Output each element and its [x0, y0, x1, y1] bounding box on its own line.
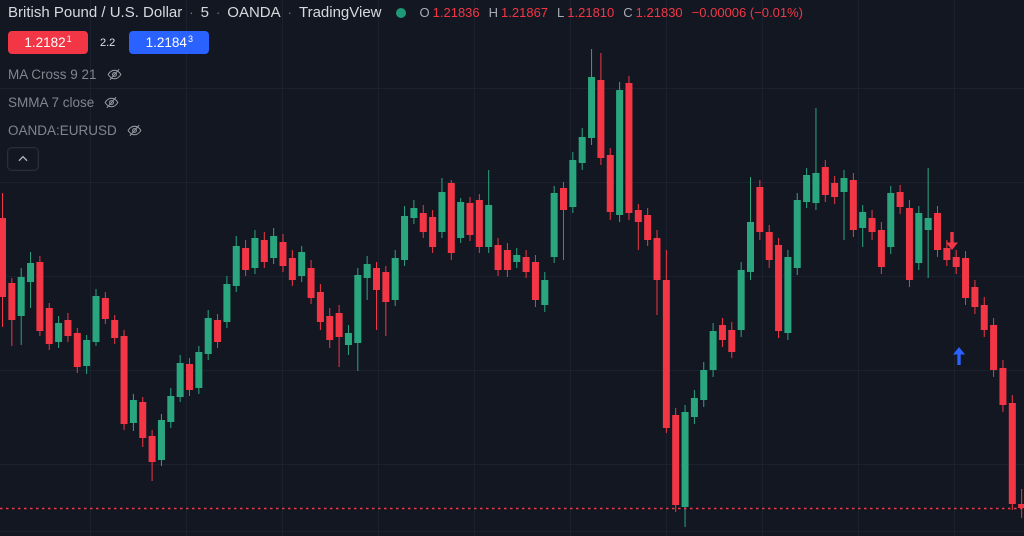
ohlc-readout: O 1.21836 H 1.21867 L 1.21810 C 1.21830 …: [420, 5, 803, 20]
low-label: L: [557, 5, 565, 20]
indicator-ma-cross[interactable]: MA Cross 9 21: [8, 66, 123, 83]
indicator-label: SMMA 7 close: [8, 95, 95, 110]
indicator-label: OANDA:EURUSD: [8, 123, 117, 138]
collapse-indicators-button[interactable]: [7, 147, 39, 171]
eye-hidden-icon[interactable]: [106, 66, 123, 83]
eye-hidden-icon[interactable]: [103, 94, 120, 111]
open-label: O: [419, 5, 430, 20]
low-value: 1.21810: [567, 5, 615, 20]
separator-dot: ·: [287, 5, 292, 20]
bid-ask-row: 1.2182 1 2.2 1.2184 3: [8, 31, 210, 54]
exchange-name[interactable]: OANDA: [227, 4, 281, 21]
buy-price-button[interactable]: 1.2184 3: [129, 31, 210, 54]
ask-price: 1.2184: [145, 35, 187, 50]
bid-price-sup: 1: [66, 34, 72, 44]
high-label: H: [488, 5, 499, 20]
market-status-dot[interactable]: [395, 7, 406, 18]
separator-dot: ·: [215, 5, 221, 20]
symbol-title[interactable]: British Pound / U.S. Dollar: [8, 4, 183, 21]
high-value: 1.21867: [501, 5, 549, 20]
candles-series: [0, 49, 1024, 527]
symbol-title-row: British Pound / U.S. Dollar · 5 · OANDA …: [8, 4, 803, 21]
interval-value[interactable]: 5: [200, 4, 209, 21]
bid-price: 1.2182: [24, 35, 66, 50]
open-value: 1.21836: [432, 5, 480, 20]
change-value: −0.00006 (−0.01%): [691, 5, 803, 20]
indicator-smma[interactable]: SMMA 7 close: [8, 94, 120, 111]
buy-signal-arrow[interactable]: [953, 347, 965, 365]
sell-signal-arrow[interactable]: [946, 232, 958, 250]
platform-name[interactable]: TradingView: [298, 4, 382, 21]
spread-value: 2.2: [100, 36, 116, 49]
sell-price-button[interactable]: 1.2182 1: [8, 31, 88, 54]
indicator-label: MA Cross 9 21: [8, 67, 97, 82]
eye-hidden-icon[interactable]: [126, 122, 143, 139]
close-label: C: [623, 5, 633, 20]
indicator-oanda-eurusd[interactable]: OANDA:EURUSD: [8, 122, 143, 139]
close-value: 1.21830: [635, 5, 683, 20]
chevron-up-icon: [16, 152, 30, 166]
ask-price-sup: 3: [187, 34, 193, 44]
separator-dot: ·: [189, 5, 194, 20]
